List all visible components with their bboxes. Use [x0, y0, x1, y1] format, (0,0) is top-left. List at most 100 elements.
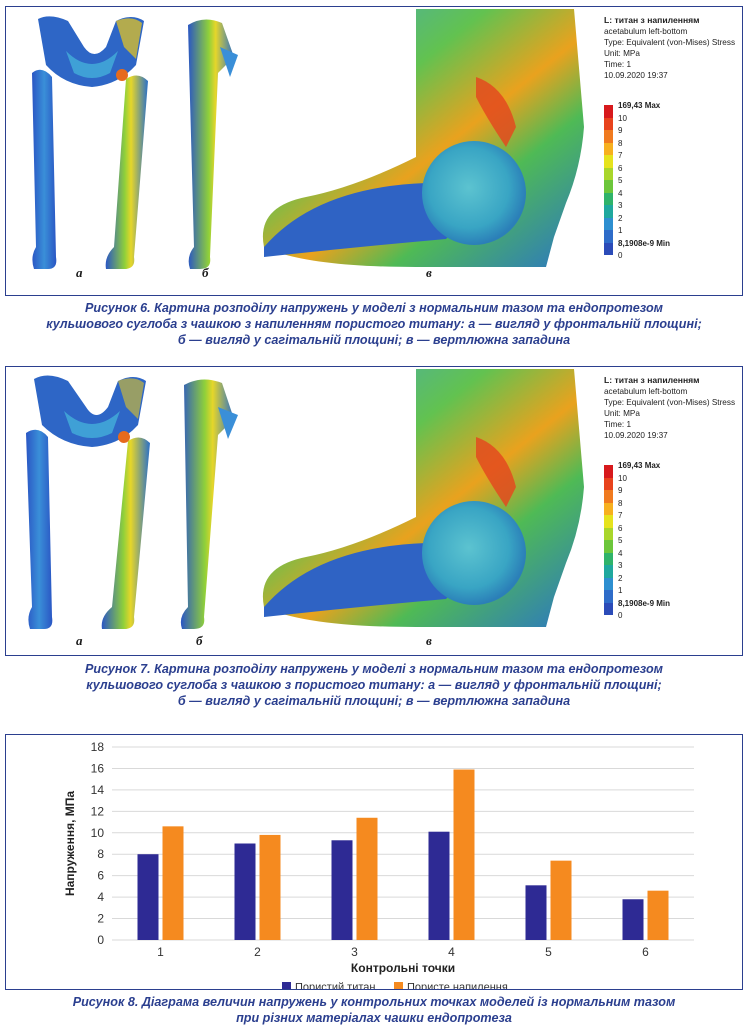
figure-6-panel: а б в L: титан з напиленням acetabulum l…	[5, 6, 743, 296]
scale-row: 8,1908e-9 Min	[604, 239, 734, 255]
y-tick-label: 8	[97, 847, 104, 861]
bar-porous-coating	[647, 890, 669, 940]
bar-porous-titanium	[234, 843, 256, 940]
scale-swatch	[604, 590, 613, 603]
scale-label: 0	[618, 611, 623, 620]
scale-row: 6	[604, 164, 734, 180]
scale-swatch	[604, 552, 613, 565]
legend-line: Type: Equivalent (von-Mises) Stress	[604, 398, 736, 407]
scale-swatch	[604, 242, 613, 255]
legend-line: Time: 1	[604, 420, 631, 429]
view-c-acetabulum	[262, 369, 584, 627]
legend-title: L: титан з напиленням	[604, 15, 700, 25]
scale-swatch	[604, 515, 613, 528]
scale-swatch	[604, 577, 613, 590]
scale-label: 3	[618, 201, 623, 210]
figure-7-panel: а б в L: титан з напиленням acetabulum l…	[5, 366, 743, 656]
scale-row: 0	[604, 611, 734, 628]
y-tick-label: 6	[97, 869, 104, 883]
label-c: в	[426, 633, 432, 648]
scale-label: 0	[618, 251, 623, 260]
scale-swatch	[604, 205, 613, 218]
caption-line: Рисунок 7. Картина розподілу напружень у…	[85, 662, 663, 676]
legend-line: Time: 1	[604, 60, 631, 69]
scale-label: 1	[618, 586, 623, 595]
scale-label: 1	[618, 226, 623, 235]
caption-line: кульшового суглоба з чашкою з напиленням…	[46, 317, 702, 331]
y-tick-label: 14	[91, 783, 105, 797]
scale-label: 7	[618, 151, 623, 160]
scale-swatch	[604, 490, 613, 503]
x-tick-label: 4	[448, 945, 455, 959]
scale-swatch	[604, 540, 613, 553]
scale-label: 6	[618, 163, 623, 173]
scale-swatch	[604, 155, 613, 168]
legend-line: acetabulum left-bottom	[604, 387, 688, 396]
scale-row: 4	[604, 189, 734, 205]
scale-row: 3	[604, 561, 734, 578]
bar-porous-titanium	[331, 840, 353, 940]
scale-row: 9	[604, 126, 734, 143]
scale-label: 4	[618, 548, 623, 558]
y-tick-label: 2	[97, 912, 104, 926]
bar-porous-titanium	[525, 885, 547, 940]
scale-swatch	[604, 192, 613, 205]
caption-line: кульшового суглоба з чашкою з пористого …	[86, 678, 662, 692]
scale-label: 9	[618, 126, 623, 135]
scale-row: 5	[604, 176, 734, 193]
view-a-frontal	[26, 375, 150, 629]
legend-line: 10.09.2020 19:37	[604, 431, 668, 440]
scale-row: 7	[604, 511, 734, 528]
scale-label: 8,1908e-9 Min	[618, 598, 671, 608]
scale-row: 4	[604, 549, 734, 565]
scale-row: 6	[604, 524, 734, 540]
scale-label: 10	[618, 113, 627, 123]
scale-row: 169,43 Max	[604, 461, 734, 478]
label-a: а	[76, 633, 83, 648]
y-tick-label: 16	[91, 761, 105, 775]
scale-swatch	[604, 180, 613, 193]
view-b-sagittal	[180, 379, 238, 629]
bar-porous-titanium	[428, 831, 450, 940]
scale-row: 169,43 Max	[604, 101, 734, 118]
scale-swatch	[604, 527, 613, 540]
figure-8-caption: Рисунок 8. Діаграма величин напружень у …	[0, 994, 748, 1026]
figure-6-caption: Рисунок 6. Картина розподілу напружень у…	[0, 300, 748, 348]
scale-swatch	[604, 602, 613, 615]
scale-row: 8	[604, 499, 734, 515]
scale-swatch	[604, 502, 613, 515]
x-tick-label: 1	[157, 945, 164, 959]
label-a: а	[76, 265, 83, 280]
legend-line: acetabulum left-bottom	[604, 27, 688, 36]
scale-swatch	[604, 217, 613, 230]
scale-row: 10	[604, 474, 734, 490]
bar-porous-coating	[550, 860, 572, 940]
bar-porous-titanium	[137, 854, 159, 940]
scale-row: 9	[604, 486, 734, 503]
scale-swatch	[604, 477, 613, 490]
scale-label: 169,43 Max	[618, 101, 661, 110]
figure-6-fem-images	[32, 9, 592, 279]
legend-label: Пористе напилення	[407, 982, 508, 991]
bar-porous-coating	[162, 826, 184, 940]
legend-line: Unit: MPa	[604, 409, 640, 418]
x-axis-label: Контрольні точки	[351, 961, 455, 975]
scale-label: 5	[618, 176, 623, 185]
scale-row: 1	[604, 226, 734, 243]
scale-swatch	[604, 105, 613, 118]
bar-porous-coating	[356, 817, 378, 940]
legend-label: Пористий титан	[295, 982, 375, 991]
scale-row: 8,1908e-9 Min	[604, 599, 734, 615]
legend-line: 10.09.2020 19:37	[604, 71, 668, 80]
y-tick-label: 10	[91, 826, 105, 840]
caption-line: б — вигляд у сагітальній площині; в — ве…	[177, 333, 571, 347]
y-tick-label: 12	[91, 804, 105, 818]
legend-line: Type: Equivalent (von-Mises) Stress	[604, 38, 736, 47]
scale-label: 169,43 Max	[618, 461, 661, 470]
scale-label: 9	[618, 486, 623, 495]
scale-label: 3	[618, 561, 623, 570]
scale-row: 3	[604, 201, 734, 218]
y-tick-label: 18	[91, 740, 105, 754]
scale-label: 6	[618, 523, 623, 533]
